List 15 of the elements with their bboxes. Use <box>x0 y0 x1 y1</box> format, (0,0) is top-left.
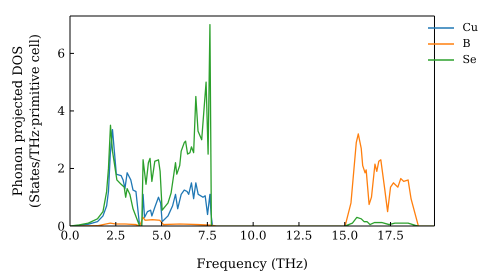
legend-label: B <box>462 36 471 52</box>
x-tick-label: 15.0 <box>331 228 358 243</box>
x-axis-title: Frequency (THz) <box>196 257 308 272</box>
y-tick-label: 2 <box>57 162 65 176</box>
legend-label: Se <box>462 52 477 68</box>
x-tick-label: 10.0 <box>240 228 267 243</box>
x-tick-label: 12.5 <box>286 228 312 243</box>
x-tick-label: 7.5 <box>198 228 217 243</box>
x-tick-label: 2.5 <box>106 228 126 243</box>
y-tick-label: 4 <box>57 104 66 118</box>
x-tick-label: 5.0 <box>152 228 172 243</box>
y-axis-title: Phonon projected DOS (States/THz·primitive cell) <box>11 34 43 208</box>
legend-label: Cu <box>462 20 478 36</box>
y-tick-label: 6 <box>57 46 65 61</box>
x-tick-label: 17.5 <box>377 228 404 243</box>
